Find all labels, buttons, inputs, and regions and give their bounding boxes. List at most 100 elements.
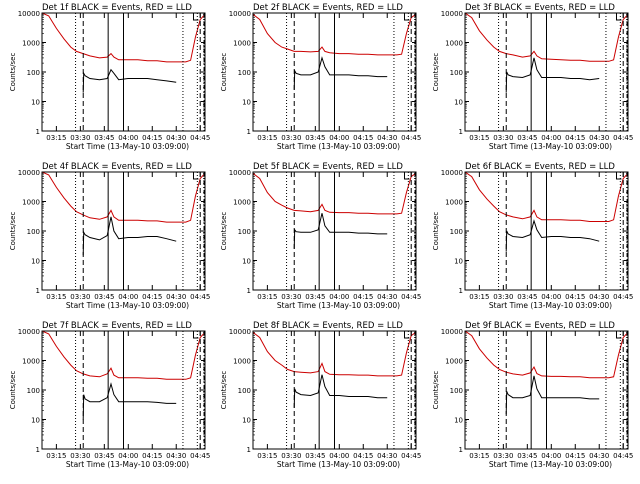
y-tick-label: 1000 <box>22 199 40 207</box>
y-tick-label: 10000 <box>18 328 40 336</box>
y-tick-label: 10 <box>242 417 251 425</box>
y-tick-label: 1 <box>459 446 463 454</box>
y-axis-label: Counts/sec <box>9 212 17 251</box>
l-marker <box>192 172 199 180</box>
x-tick-label: 03:30 <box>281 293 301 301</box>
plot-frame <box>252 12 417 132</box>
y-axis-label: Counts/sec <box>432 53 440 92</box>
y-tick-label: 100 <box>450 69 463 77</box>
chart-panel: Det 6f BLACK = Events, RED = LLD 1 10 100 10… <box>432 162 633 310</box>
x-tick-label: 03:30 <box>70 134 90 142</box>
x-tick-label: 03:30 <box>493 452 513 460</box>
y-tick-label: 100 <box>27 69 40 77</box>
x-axis-label: Start Time (13-May-10 03:09:00) <box>489 460 612 469</box>
x-tick-label: 04:15 <box>142 452 162 460</box>
events-series-line <box>505 219 600 252</box>
x-tick-label: 03:30 <box>493 134 513 142</box>
x-tick-label: 03:15 <box>257 293 277 301</box>
plot-frame <box>41 330 206 450</box>
x-tick-label: 03:15 <box>469 293 489 301</box>
x-tick-label: 04:30 <box>166 452 186 460</box>
x-tick-label: 03:30 <box>70 293 90 301</box>
plot-area <box>42 331 205 449</box>
plot-frame <box>464 330 629 450</box>
chart-title: Det 3f BLACK = Events, RED = LLD <box>465 3 615 13</box>
y-tick-label: 10 <box>454 258 463 266</box>
events-series-line <box>505 375 600 415</box>
chart-panel: Det 9f BLACK = Events, RED = LLD 1 10 100 10… <box>432 321 633 469</box>
x-axis-label: Start Time (13-May-10 03:09:00) <box>489 142 612 151</box>
y-axis-label: Counts/sec <box>220 371 228 410</box>
x-tick-label: 04:00 <box>329 293 349 301</box>
plot-area <box>253 172 416 290</box>
x-axis-label: Start Time (13-May-10 03:09:00) <box>277 142 400 151</box>
x-tick-label: 03:15 <box>46 452 66 460</box>
y-tick-label: 100 <box>238 69 251 77</box>
y-axis-label: Counts/sec <box>432 371 440 410</box>
x-tick-label: 04:30 <box>377 452 397 460</box>
y-tick-label: 10000 <box>229 10 251 18</box>
x-tick-label: 04:45 <box>190 452 210 460</box>
y-tick-label: 100 <box>450 228 463 236</box>
plot-frame <box>41 12 206 132</box>
y-tick-label: 1 <box>36 446 40 454</box>
x-axis-label: Start Time (13-May-10 03:09:00) <box>277 301 400 310</box>
x-tick-label: 04:30 <box>589 134 609 142</box>
chart-title: Det 9f BLACK = Events, RED = LLD <box>465 321 615 331</box>
y-tick-label: 1 <box>36 128 40 136</box>
x-tick-label: 04:00 <box>118 134 138 142</box>
y-axis-label: Counts/sec <box>9 371 17 410</box>
y-axis-label: Counts/sec <box>220 53 228 92</box>
plot-frame <box>252 171 417 291</box>
y-tick-label: 1 <box>247 128 251 136</box>
x-tick-label: 03:15 <box>46 134 66 142</box>
plot-area <box>42 13 205 131</box>
chart-title: Det 7f BLACK = Events, RED = LLD <box>42 321 192 331</box>
x-tick-label: 04:30 <box>377 134 397 142</box>
x-tick-label: 04:15 <box>565 293 585 301</box>
chart-panel: Det 5f BLACK = Events, RED = LLD 1 10 100 10… <box>220 162 421 310</box>
y-tick-label: 100 <box>238 228 251 236</box>
x-tick-label: 04:15 <box>142 293 162 301</box>
x-axis-label: Start Time (13-May-10 03:09:00) <box>489 301 612 310</box>
lld-series-line <box>253 172 416 215</box>
y-tick-label: 10000 <box>18 10 40 18</box>
chart-panel: Det 3f BLACK = Events, RED = LLD 1 10 100 10… <box>432 3 633 151</box>
y-tick-label: 10 <box>454 99 463 107</box>
x-tick-label: 03:30 <box>281 134 301 142</box>
y-tick-label: 1000 <box>445 40 463 48</box>
l-marker <box>192 13 199 21</box>
y-tick-label: 100 <box>238 387 251 395</box>
y-tick-label: 100 <box>27 228 40 236</box>
x-tick-label: 04:45 <box>190 134 210 142</box>
y-tick-label: 1000 <box>445 199 463 207</box>
y-tick-label: 10000 <box>441 328 463 336</box>
y-tick-label: 1000 <box>233 358 251 366</box>
events-series-line <box>82 68 177 93</box>
plot-area <box>465 13 628 131</box>
x-axis-label: Start Time (13-May-10 03:09:00) <box>277 460 400 469</box>
x-axis-label: Start Time (13-May-10 03:09:00) <box>66 301 189 310</box>
chart-panel: Det 2f BLACK = Events, RED = LLD 1 10 100 10… <box>220 3 421 151</box>
x-tick-label: 03:30 <box>70 452 90 460</box>
x-tick-label: 03:45 <box>94 452 114 460</box>
x-tick-label: 04:00 <box>541 452 561 460</box>
x-tick-label: 04:15 <box>565 134 585 142</box>
y-axis-label: Counts/sec <box>432 212 440 251</box>
l-marker <box>403 172 410 180</box>
x-tick-label: 03:45 <box>94 134 114 142</box>
x-tick-label: 03:45 <box>305 134 325 142</box>
y-tick-label: 1 <box>459 287 463 295</box>
x-tick-label: 04:00 <box>329 452 349 460</box>
lld-series-line <box>465 13 628 62</box>
x-tick-label: 04:00 <box>118 452 138 460</box>
x-tick-label: 03:45 <box>517 134 537 142</box>
y-tick-label: 10 <box>454 417 463 425</box>
plot-frame <box>252 330 417 450</box>
chart-panel: Det 4f BLACK = Events, RED = LLD 1 10 100 10… <box>9 162 210 310</box>
y-tick-label: 10000 <box>18 169 40 177</box>
y-tick-label: 10 <box>31 417 40 425</box>
x-tick-label: 04:15 <box>353 452 373 460</box>
x-tick-label: 04:45 <box>613 134 633 142</box>
y-tick-label: 10 <box>31 258 40 266</box>
